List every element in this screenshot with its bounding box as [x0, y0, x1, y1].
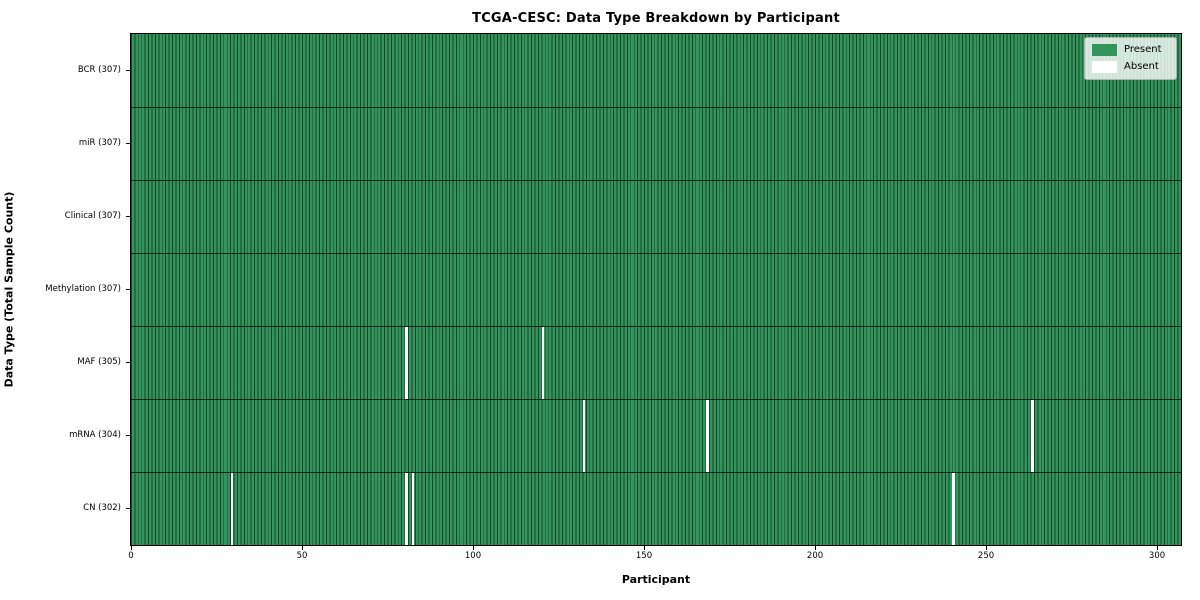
- row-separator: [131, 398, 1181, 400]
- legend-item-present: Present: [1092, 44, 1168, 56]
- y-tick-mark: [126, 508, 130, 509]
- x-tick-label-0: 0: [128, 551, 134, 561]
- absent-cell-mRNA-132: [582, 399, 586, 472]
- y-tick-label-miR: miR (307): [78, 138, 121, 148]
- x-tick-label-300: 300: [1148, 551, 1166, 561]
- y-tick-mark: [126, 216, 130, 217]
- y-tick-label-CN: CN (302): [83, 503, 121, 513]
- y-tick-label-MAF: MAF (305): [77, 357, 121, 367]
- plot-area: [130, 33, 1182, 546]
- absent-swatch: [1092, 61, 1117, 73]
- absent-cell-CN-29: [230, 472, 234, 545]
- y-tick-mark: [126, 289, 130, 290]
- x-tick-label-200: 200: [806, 551, 824, 561]
- absent-cell-MAF-80: [405, 326, 408, 399]
- legend-label-present: Present: [1124, 44, 1162, 55]
- x-tick-mark: [814, 546, 816, 550]
- y-tick-label-Methylation: Methylation (307): [45, 284, 121, 294]
- absent-cell-CN-80: [405, 472, 408, 545]
- present-swatch: [1092, 44, 1117, 56]
- absent-cell-CN-240: [952, 472, 955, 545]
- x-tick-mark: [472, 546, 474, 550]
- x-tick-mark: [130, 546, 132, 550]
- chart-title: TCGA-CESC: Data Type Breakdown by Partic…: [472, 11, 840, 26]
- x-tick-mark: [1156, 546, 1158, 550]
- y-tick-mark: [126, 70, 130, 71]
- x-tick-label-150: 150: [635, 551, 653, 561]
- x-tick-mark: [643, 546, 645, 550]
- y-tick-label-mRNA: mRNA (304): [69, 430, 121, 440]
- row-separator: [131, 325, 1181, 327]
- x-tick-mark: [301, 546, 303, 550]
- absent-cell-mRNA-168: [705, 399, 709, 472]
- absent-cell-mRNA-263: [1030, 399, 1034, 472]
- y-tick-mark: [126, 362, 130, 363]
- x-tick-mark: [985, 546, 987, 550]
- row-separator: [131, 252, 1181, 254]
- legend-item-absent: Absent: [1092, 61, 1168, 73]
- row-separator: [131, 179, 1181, 181]
- x-tick-label-100: 100: [464, 551, 482, 561]
- row-separator: [131, 471, 1181, 473]
- row-separator: [131, 106, 1181, 108]
- legend-label-absent: Absent: [1124, 61, 1159, 72]
- absent-cell-MAF-120: [541, 326, 545, 399]
- absent-cell-CN-82: [411, 472, 415, 545]
- y-tick-mark: [126, 143, 130, 144]
- x-tick-label-50: 50: [296, 551, 308, 561]
- y-tick-label-BCR: BCR (307): [77, 65, 121, 75]
- legend: Present Absent: [1084, 37, 1177, 80]
- x-axis-label: Participant: [621, 573, 691, 586]
- y-tick-mark: [126, 435, 130, 436]
- x-tick-label-250: 250: [977, 551, 995, 561]
- y-tick-label-Clinical: Clinical (307): [64, 211, 121, 221]
